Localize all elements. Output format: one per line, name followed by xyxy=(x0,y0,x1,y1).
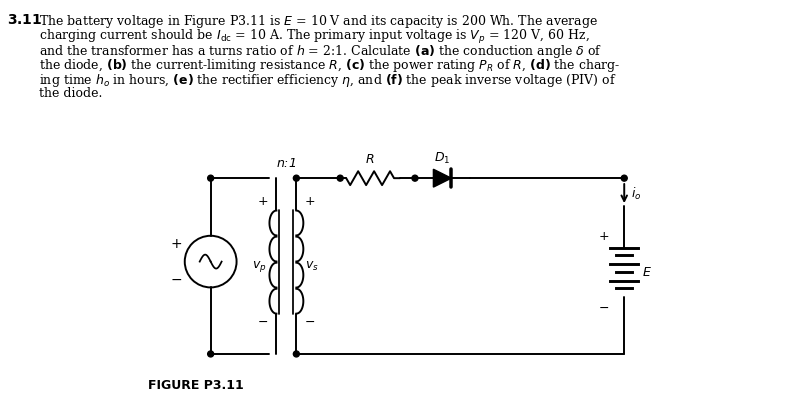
Text: +: + xyxy=(305,195,315,208)
Text: $v_p$: $v_p$ xyxy=(252,258,266,273)
Text: −: − xyxy=(305,316,315,329)
Text: $\mathbf{3.11}$: $\mathbf{3.11}$ xyxy=(7,13,43,27)
Text: $D_1$: $D_1$ xyxy=(434,151,450,166)
Text: +: + xyxy=(257,195,267,208)
Text: +: + xyxy=(598,230,609,243)
Text: −: − xyxy=(257,316,267,329)
Text: $v_s$: $v_s$ xyxy=(305,260,319,273)
Circle shape xyxy=(293,351,299,357)
Text: FIGURE P3.11: FIGURE P3.11 xyxy=(148,379,243,392)
Text: ing time $h_o$ in hours, $\mathbf{(e)}$ the rectifier efficiency $\eta$, and $\m: ing time $h_o$ in hours, $\mathbf{(e)}$ … xyxy=(39,72,616,89)
Text: $E$: $E$ xyxy=(642,266,651,279)
Circle shape xyxy=(621,175,626,181)
Text: $n$:1: $n$:1 xyxy=(276,157,296,170)
Text: charging current should be $I_{\mathrm{dc}}$ = 10 A. The primary input voltage i: charging current should be $I_{\mathrm{d… xyxy=(39,28,589,46)
Text: −: − xyxy=(598,302,609,315)
Text: −: − xyxy=(171,273,182,286)
Circle shape xyxy=(411,175,417,181)
Text: and the transformer has a turns ratio of $h$ = 2:1. Calculate $\mathbf{(a)}$ the: and the transformer has a turns ratio of… xyxy=(39,43,602,60)
Text: $R$: $R$ xyxy=(365,153,375,166)
Circle shape xyxy=(208,351,213,357)
Circle shape xyxy=(337,175,342,181)
Circle shape xyxy=(293,175,299,181)
Text: +: + xyxy=(171,237,182,251)
Text: the diode, $\mathbf{(b)}$ the current-limiting resistance $R$, $\mathbf{(c)}$ th: the diode, $\mathbf{(b)}$ the current-li… xyxy=(39,58,620,75)
Polygon shape xyxy=(433,169,451,187)
Text: The battery voltage in Figure P3.11 is $E$ = 10 V and its capacity is 200 Wh. Th: The battery voltage in Figure P3.11 is $… xyxy=(39,13,597,30)
Circle shape xyxy=(208,175,213,181)
Text: $i_o$: $i_o$ xyxy=(630,185,641,202)
Text: the diode.: the diode. xyxy=(39,87,103,100)
